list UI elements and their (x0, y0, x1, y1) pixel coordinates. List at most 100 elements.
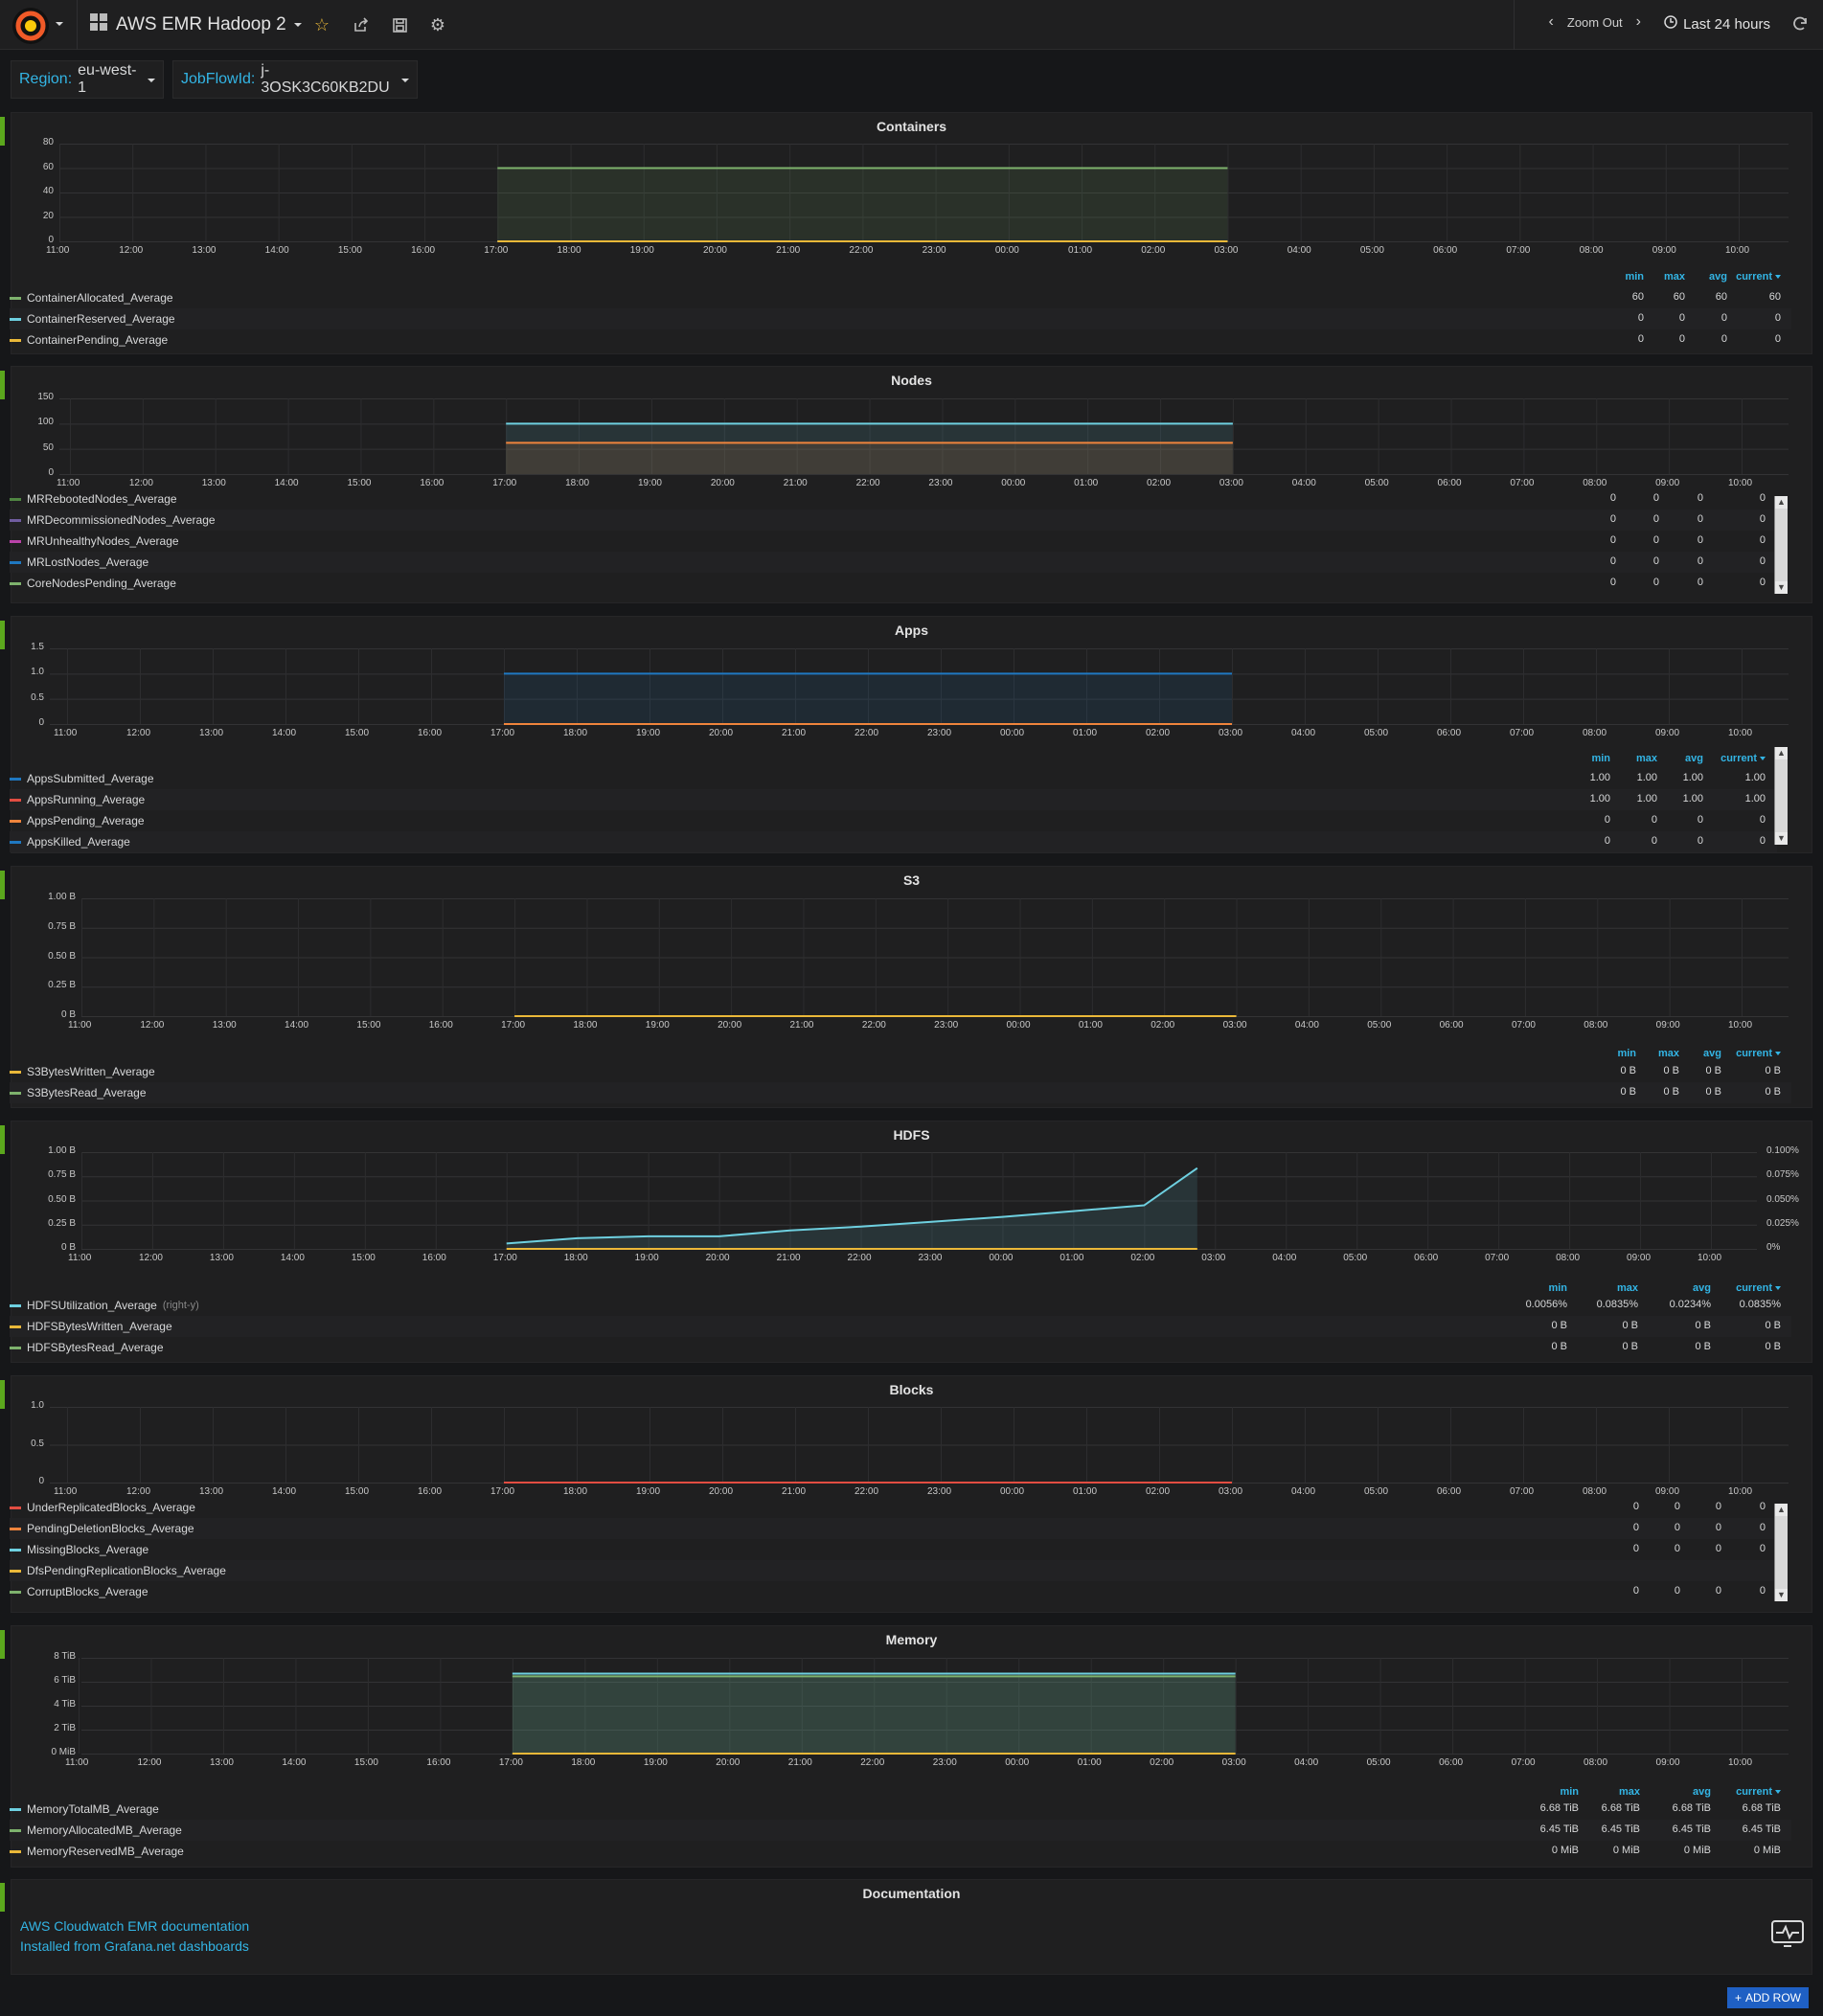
dashboard-title-button[interactable]: AWS EMR Hadoop 2 (89, 12, 302, 37)
row-marker[interactable] (0, 1883, 5, 1912)
legend-row[interactable]: AppsPending_Average (10, 810, 1777, 831)
legend-scrollbar[interactable]: ▲ ▼ (1774, 747, 1788, 845)
scroll-up-icon[interactable]: ▲ (1775, 1504, 1788, 1516)
legend-row[interactable]: MissingBlocks_Average (10, 1539, 1777, 1560)
panel-title[interactable]: Memory (885, 1632, 938, 1647)
row-marker[interactable] (0, 871, 5, 899)
region-variable-select[interactable]: Region: eu-west-1 (11, 60, 164, 99)
legend-row[interactable]: MRLostNodes_Average (10, 552, 1777, 573)
row-marker[interactable] (0, 117, 5, 146)
panel-title[interactable]: Blocks (889, 1382, 934, 1397)
legend-header-current[interactable]: current (1736, 1282, 1781, 1294)
legend-row[interactable]: MemoryAllocatedMB_Average (10, 1820, 1791, 1841)
legend-header-avg[interactable]: avg (1685, 753, 1703, 764)
legend-header-min[interactable]: min (1560, 1786, 1579, 1798)
refresh-icon[interactable] (1790, 14, 1812, 35)
legend-header-min[interactable]: min (1548, 1282, 1567, 1294)
panel-title[interactable]: HDFS (893, 1127, 930, 1143)
legend-row[interactable]: HDFSUtilization_Average (right-y) (10, 1295, 1791, 1316)
legend-row[interactable]: CorruptBlocks_Average (10, 1581, 1777, 1602)
share-icon[interactable] (349, 12, 374, 37)
menu-caret-icon[interactable] (56, 22, 63, 26)
legend-row[interactable]: MemoryTotalMB_Average (10, 1799, 1791, 1820)
legend-header-current[interactable]: current (1736, 1048, 1781, 1059)
legend-row[interactable]: ContainerAllocated_Average (10, 287, 1791, 308)
legend-row[interactable]: HDFSBytesRead_Average (10, 1337, 1791, 1358)
series-color-swatch (10, 560, 21, 564)
legend-row[interactable]: ContainerReserved_Average (10, 308, 1791, 329)
zoom-out-button[interactable]: Zoom Out (1566, 14, 1623, 30)
panel-title[interactable]: Documentation (862, 1886, 961, 1901)
y-tick-label: 8 TiB (54, 1651, 76, 1662)
chevron-left-icon[interactable]: ‹ (1548, 13, 1554, 30)
legend-value-current: 0 B (1765, 1065, 1781, 1076)
star-icon[interactable]: ☆ (313, 14, 330, 34)
legend-header-min[interactable]: min (1591, 753, 1610, 764)
legend-header-max[interactable]: max (1657, 1048, 1679, 1059)
legend-value-avg: 0 (1697, 814, 1703, 826)
legend-row[interactable]: MemoryReservedMB_Average (10, 1841, 1791, 1862)
legend-header-avg[interactable]: avg (1709, 271, 1727, 283)
legend-row[interactable]: CoreNodesPending_Average (10, 573, 1777, 594)
legend-row[interactable]: AppsRunning_Average (10, 789, 1777, 810)
add-row-button[interactable]: + ADD ROW (1726, 1987, 1809, 2008)
x-tick-label: 05:00 (1364, 1486, 1389, 1497)
legend-row[interactable]: AppsSubmitted_Average (10, 768, 1777, 789)
scroll-up-icon[interactable]: ▲ (1775, 496, 1788, 509)
panel-title[interactable]: Containers (876, 119, 947, 134)
row-marker[interactable] (0, 1630, 5, 1659)
legend-row[interactable]: HDFSBytesWritten_Average (10, 1316, 1791, 1337)
scroll-down-icon[interactable]: ▼ (1775, 832, 1788, 845)
s3-chart-svg (81, 898, 1789, 1017)
legend-row[interactable]: MRRebootedNodes_Average (10, 488, 1777, 510)
legend-header-avg[interactable]: avg (1703, 1048, 1721, 1059)
panel-title[interactable]: Nodes (891, 373, 932, 388)
x-tick-label: 04:00 (1291, 728, 1316, 738)
time-range-picker[interactable]: Last 24 hours (1664, 15, 1770, 33)
scroll-down-icon[interactable]: ▼ (1775, 581, 1788, 594)
scroll-up-icon[interactable]: ▲ (1775, 747, 1788, 759)
aws-docs-link[interactable]: AWS Cloudwatch EMR documentation (20, 1918, 250, 1934)
save-icon[interactable] (387, 12, 412, 37)
legend-row[interactable]: UnderReplicatedBlocks_Average (10, 1497, 1777, 1518)
legend-scrollbar[interactable]: ▲ ▼ (1774, 1504, 1788, 1601)
legend-header-min[interactable]: min (1617, 1048, 1636, 1059)
row-marker[interactable] (0, 1380, 5, 1409)
legend-header-avg[interactable]: avg (1693, 1282, 1711, 1294)
top-navbar: AWS EMR Hadoop 2 ☆ ⚙ ‹ Zoom Out › Last 2… (0, 0, 1823, 50)
settings-gear-icon[interactable]: ⚙ (429, 14, 446, 34)
row-marker[interactable] (0, 621, 5, 649)
jobflowid-variable-select[interactable]: JobFlowId: j-3OSK3C60KB2DU (172, 60, 418, 99)
legend-row[interactable]: AppsKilled_Average (10, 831, 1777, 852)
legend-header-current[interactable]: current (1736, 271, 1781, 283)
x-tick-label: 17:00 (492, 1253, 517, 1263)
x-tick-label: 11:00 (68, 1253, 92, 1263)
legend-row[interactable]: PendingDeletionBlocks_Average (10, 1518, 1777, 1539)
grafana-logo-icon[interactable] (11, 7, 50, 45)
legend-row[interactable]: S3BytesWritten_Average (10, 1061, 1791, 1082)
legend-header-max[interactable]: max (1663, 271, 1685, 283)
legend-header-current[interactable]: current (1720, 753, 1766, 764)
legend-header-max[interactable]: max (1618, 1786, 1640, 1798)
legend-value-min: 0 B (1620, 1065, 1636, 1076)
row-marker[interactable] (0, 371, 5, 399)
row-marker[interactable] (0, 1125, 5, 1154)
legend-header-max[interactable]: max (1616, 1282, 1638, 1294)
scroll-down-icon[interactable]: ▼ (1775, 1589, 1788, 1601)
legend-row[interactable]: MRDecommissionedNodes_Average (10, 510, 1777, 531)
legend-row[interactable]: ContainerPending_Average (10, 329, 1791, 351)
legend-header-max[interactable]: max (1635, 753, 1657, 764)
legend-header-current[interactable]: current (1736, 1786, 1781, 1798)
panel-title[interactable]: Apps (895, 623, 928, 638)
x-tick-label: 20:00 (718, 1020, 742, 1031)
legend-row[interactable]: S3BytesRead_Average (10, 1082, 1791, 1103)
chevron-right-icon[interactable]: › (1635, 13, 1641, 30)
panel-title[interactable]: S3 (902, 872, 921, 888)
grafana-net-link[interactable]: Installed from Grafana.net dashboards (20, 1938, 249, 1954)
legend-row[interactable]: DfsPendingReplicationBlocks_Average (10, 1560, 1777, 1581)
legend-header-avg[interactable]: avg (1693, 1786, 1711, 1798)
legend-header-min[interactable]: min (1625, 271, 1644, 283)
legend-row[interactable]: MRUnhealthyNodes_Average (10, 531, 1777, 552)
legend-scrollbar[interactable]: ▲ ▼ (1774, 496, 1788, 594)
x-tick-label: 11:00 (68, 1020, 92, 1031)
